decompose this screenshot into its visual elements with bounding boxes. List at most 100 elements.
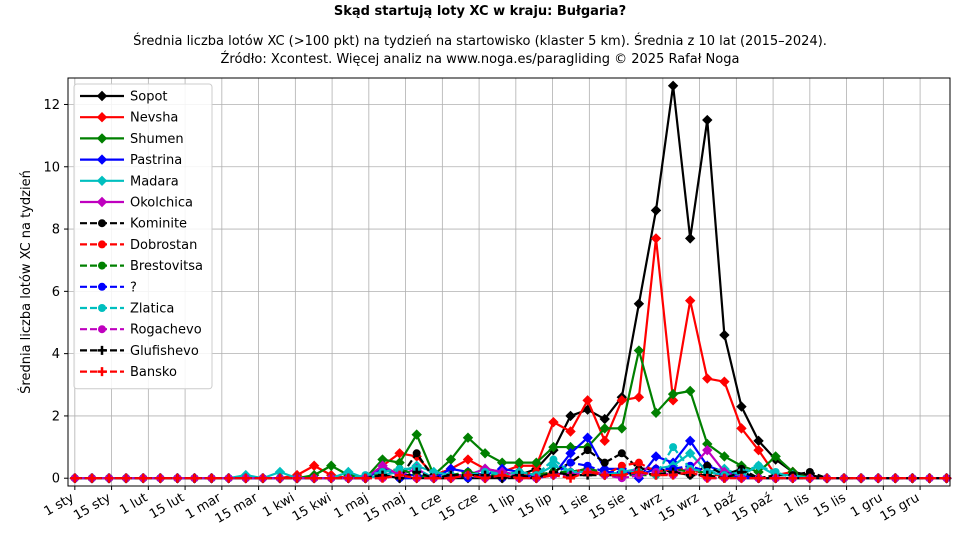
legend-label: Kominite (130, 217, 187, 232)
data-point (104, 473, 114, 483)
legend-marker (96, 175, 108, 186)
legend-marker (98, 282, 106, 291)
data-point (258, 473, 268, 483)
legend-marker (98, 219, 106, 228)
data-point (600, 470, 610, 480)
data-point (496, 457, 508, 468)
data-point (497, 470, 507, 480)
data-point (599, 413, 610, 425)
legend-label: Rogachevo (130, 323, 202, 338)
y-tick-label: 6 (52, 285, 60, 300)
legend-marker (96, 133, 108, 144)
data-point (616, 423, 628, 434)
x-tick-label: 1 lut (117, 490, 150, 518)
data-point (582, 395, 593, 406)
data-point (754, 473, 764, 483)
data-point (138, 473, 148, 483)
data-point (924, 473, 934, 483)
legend-item: Brestovitsa (80, 259, 203, 274)
data-point (650, 407, 662, 419)
data-point (292, 473, 302, 483)
y-axis-label: Średnia liczba lotów XC na tydzień (18, 170, 34, 394)
data-point (702, 438, 713, 450)
x-tick-label: 15 lip (516, 490, 555, 521)
data-point (702, 114, 713, 126)
data-point (445, 454, 457, 465)
data-point (326, 473, 336, 483)
legend-marker (96, 196, 108, 208)
data-point (121, 473, 131, 483)
data-point (907, 473, 917, 483)
data-point (308, 460, 320, 471)
data-point (650, 205, 662, 216)
subtitle-line-1: Średnia liczba lotów XC (>100 pkt) na ty… (133, 34, 827, 49)
data-point (668, 470, 678, 480)
data-point (462, 454, 474, 465)
data-point (275, 473, 285, 483)
data-point (599, 423, 610, 434)
data-point (463, 470, 473, 480)
legend-label: Bansko (130, 365, 177, 380)
x-tick-label: 1 sty (42, 490, 77, 519)
data-point (890, 473, 900, 483)
data-point (719, 473, 729, 483)
y-tick-label: 0 (52, 472, 60, 487)
data-point (856, 473, 866, 483)
y-tick-label: 4 (52, 347, 60, 362)
legend: Sopot Nevsha Shumen Pastrina Madara Okolchica… (73, 83, 213, 390)
y-tick-label: 12 (43, 98, 60, 113)
data-point (736, 401, 747, 412)
data-point (548, 441, 559, 453)
data-point (548, 416, 559, 428)
data-point (634, 467, 644, 477)
legend-label: Zlatica (130, 302, 174, 317)
data-point (788, 473, 798, 483)
legend-item: Dobrostan (80, 238, 197, 253)
data-point (378, 473, 388, 483)
legend-label: Madara (130, 174, 179, 189)
data-point (583, 467, 593, 477)
data-point (617, 461, 626, 470)
legend-item: Okolchica (80, 196, 193, 211)
data-point (839, 473, 849, 483)
data-point (565, 426, 576, 437)
series-line (74, 436, 947, 480)
data-point (445, 463, 457, 475)
data-point (412, 473, 422, 483)
x-tick-label: 1 lip (486, 490, 518, 517)
data-point (189, 473, 199, 483)
data-point (650, 451, 662, 462)
data-point (771, 467, 780, 476)
legend-marker (98, 261, 106, 270)
legend-item: Rogachevo (80, 323, 202, 338)
x-tick-label: 15 maj (361, 490, 407, 525)
data-point (667, 80, 679, 91)
legend-item: Pastrina (80, 153, 182, 168)
legend-label: Okolchica (130, 196, 193, 211)
data-point (753, 466, 764, 478)
data-point (87, 473, 97, 483)
data-point (565, 410, 576, 422)
y-tick-label: 2 (52, 409, 60, 424)
data-point (70, 473, 80, 483)
data-point (531, 473, 541, 483)
data-point (241, 473, 251, 483)
data-point (736, 423, 747, 434)
data-point (599, 435, 610, 447)
data-point (754, 461, 763, 470)
data-point (462, 432, 474, 443)
legend-item: Nevsha (80, 111, 178, 126)
data-point (360, 473, 370, 483)
data-point (548, 470, 558, 480)
data-point (412, 449, 421, 458)
legend-label: Brestovitsa (130, 259, 203, 274)
data-point (446, 473, 456, 483)
data-point (719, 329, 730, 341)
data-point (684, 233, 696, 244)
legend-marker (98, 304, 106, 312)
x-tick-label: 15 lis (811, 490, 849, 520)
x-tick-label: 15 sty (71, 490, 114, 523)
x-tick-label: 1 sie (557, 490, 591, 518)
data-point (395, 464, 404, 473)
